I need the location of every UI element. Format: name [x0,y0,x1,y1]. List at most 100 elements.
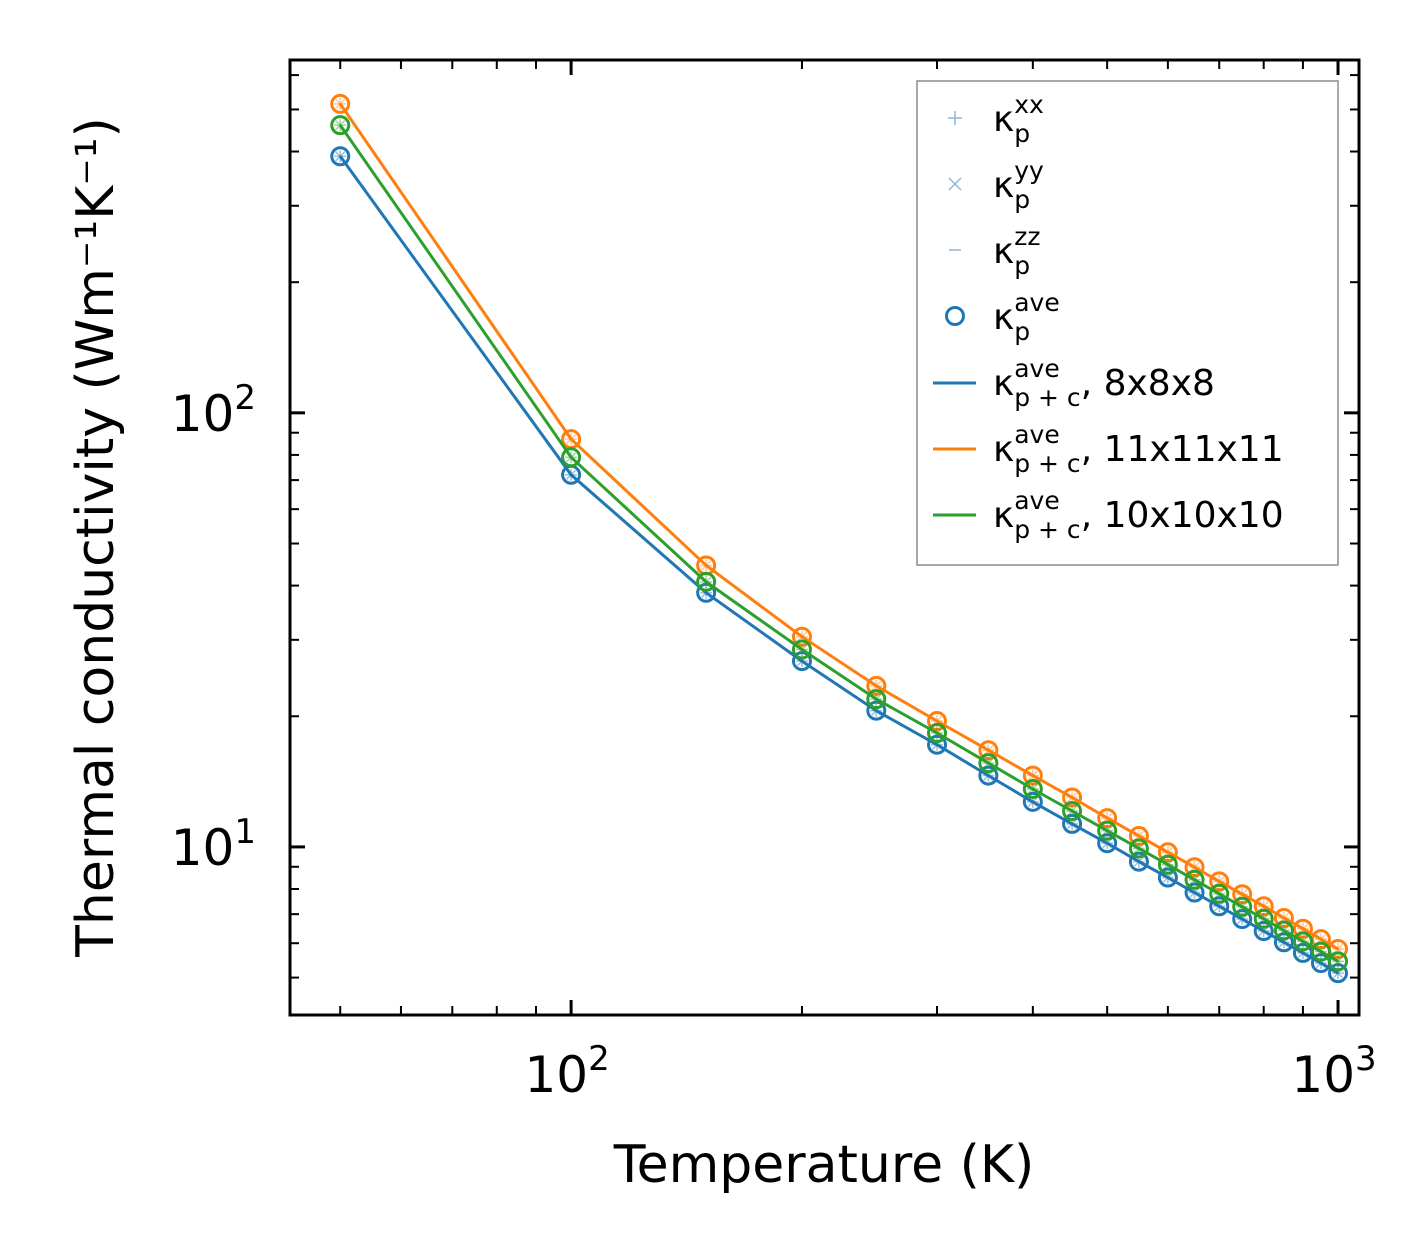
point-marker-circle [927,711,948,732]
series-layer [330,93,1349,984]
legend-entry: κave p [945,288,1060,346]
y-axis-label: Thermal conductivity (Wm⁻¹K⁻¹) [66,117,126,958]
point-marker-circle [1310,941,1331,962]
point-marker-x-b [701,560,712,571]
legend-label: κxx p [993,90,1044,148]
point-marker-x-a [701,576,712,587]
point-marker-circle [978,740,999,761]
point-marker-x-b [796,644,807,655]
point-marker-circle [1253,921,1274,942]
legend-label: κave p + c, 11x11x11 [993,420,1284,478]
legend-entry: κzz p [949,222,1040,280]
point-marker-circle [1062,813,1083,834]
data-point [978,740,999,761]
point-marker-circle [1232,896,1253,917]
point-marker-x-b [1133,843,1144,854]
point-marker-circle [1157,867,1178,888]
data-point [561,464,582,485]
point-marker-x-b [1102,825,1113,836]
point-marker-circle [1328,951,1349,972]
point-marker-circle [1328,963,1349,984]
point-marker-x-a [1214,888,1225,899]
point-marker-x-a [1102,825,1113,836]
point-marker-x-b [1278,925,1289,936]
point-marker-circle [1157,854,1178,875]
data-point [1253,896,1274,917]
data-point [866,675,887,696]
point-marker-circle [696,571,717,592]
point-marker-x-a [1067,792,1078,803]
data-point [1253,908,1274,929]
point-marker-x-b [1297,923,1308,934]
legend-label: κyy p [993,156,1044,214]
point-marker-x-b [1067,805,1078,817]
point-marker-x-a [1332,956,1344,967]
point-marker-x-a [566,469,577,480]
data-point [561,447,582,468]
data-point [1157,867,1178,888]
point-marker-x-a [796,644,807,655]
point-marker-x-a [566,452,577,463]
point-marker-circle [561,447,582,468]
point-marker-x-b [1332,956,1344,967]
point-marker-circle [1184,882,1205,903]
point-marker-circle [927,734,948,755]
point-marker-x-a [931,727,943,739]
series-line-8x8x8 [338,155,1339,975]
point-marker-x-a [1297,936,1308,947]
point-marker-circle [866,675,887,696]
point-marker-circle [866,700,887,721]
point-marker-circle [1232,884,1253,905]
data-point [1328,951,1349,972]
legend-marker-circle [945,306,965,326]
data-point [1184,869,1205,890]
point-marker-circle [696,582,717,603]
point-marker-x-b [566,469,577,480]
y-tick-label: 102 [171,378,256,443]
data-point [330,146,351,167]
point-marker-x-b [1315,946,1326,957]
point-marker-x-b [1258,913,1269,924]
point-marker-circle [1273,907,1294,928]
data-point [1097,820,1118,841]
x-tick-label: 102 [524,1039,609,1104]
legend-entry: κxx p [948,90,1044,148]
point-marker-x-a [1133,843,1144,854]
point-marker-x-b [931,727,943,739]
point-marker-circle [1273,932,1294,953]
legend-label: κave p + c, 10x10x10 [993,486,1284,544]
data-point [1184,857,1205,878]
point-marker-circle [978,765,999,786]
point-marker-x-a [983,745,994,756]
point-marker-circle [927,723,948,744]
point-marker-circle [1157,842,1178,863]
series-line-10x10x10 [338,124,1339,963]
data-point [1184,882,1205,903]
point-marker-x-a [1162,872,1173,883]
point-marker-x-a [335,98,346,109]
point-marker-x-a [566,434,577,445]
point-marker-circle [1209,883,1230,904]
point-marker-circle [1097,820,1118,841]
point-marker-x-b [1189,862,1200,873]
point-marker-x-a [1237,901,1248,912]
point-marker-circle [330,146,351,167]
point-marker-x-b [1162,872,1173,883]
point-marker-x-b [1258,901,1269,912]
data-point [1022,778,1043,799]
series-8x8x8 [330,146,1349,984]
point-marker-circle [1062,787,1083,808]
data-point [561,429,582,450]
y-tick-label: 101 [171,812,256,877]
point-marker-circle [1184,869,1205,890]
point-marker-circle [1097,833,1118,854]
point-marker-circle [1232,909,1253,930]
point-marker-circle [1022,765,1043,786]
point-marker-circle [330,93,351,114]
point-marker-x-a [335,151,346,162]
point-marker-x-b [1189,874,1200,885]
point-marker-x-a [796,631,807,642]
series-11x11x11 [330,93,1349,959]
legend-label: κave p + c, 8x8x8 [993,354,1215,412]
